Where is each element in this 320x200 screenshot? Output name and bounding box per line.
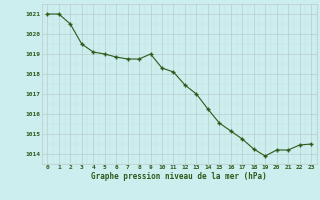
X-axis label: Graphe pression niveau de la mer (hPa): Graphe pression niveau de la mer (hPa) [91, 172, 267, 181]
